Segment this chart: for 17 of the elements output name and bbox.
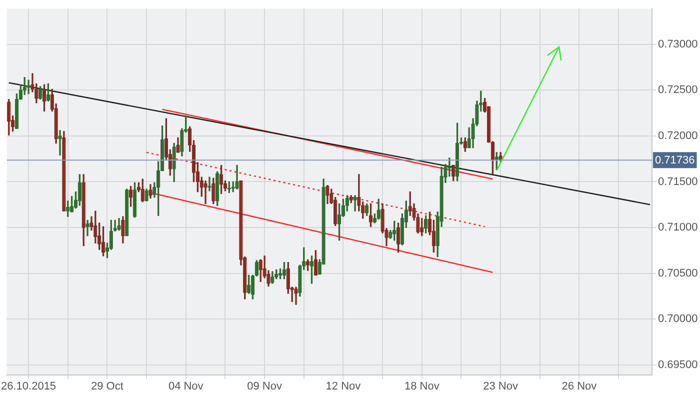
x-tick-label: 26 Nov: [562, 380, 598, 393]
x-tick-label: 12 Nov: [326, 380, 362, 393]
y-tick-label: 0.70500: [658, 267, 698, 280]
y-tick-label: 0.72500: [658, 84, 698, 96]
x-tick-label: 26.10.2015: [0, 380, 56, 393]
x-tick-label: 09 Nov: [247, 380, 282, 393]
y-tick-label: 0.72000: [658, 130, 698, 142]
x-tick-label: 23 Nov: [483, 380, 518, 393]
y-tick-label: 0.71000: [658, 222, 698, 234]
y-tick-label: 0.73000: [658, 38, 698, 50]
y-tick-label: 0.69500: [658, 358, 698, 371]
ref-line-label: 0.71736: [655, 154, 695, 167]
x-tick-label: 29 Oct: [90, 380, 124, 393]
y-tick-label: 0.71500: [658, 176, 698, 188]
x-tick-label: 04 Nov: [168, 380, 204, 393]
x-tick-label: 18 Nov: [404, 380, 440, 393]
y-tick-label: 0.70000: [658, 313, 698, 326]
